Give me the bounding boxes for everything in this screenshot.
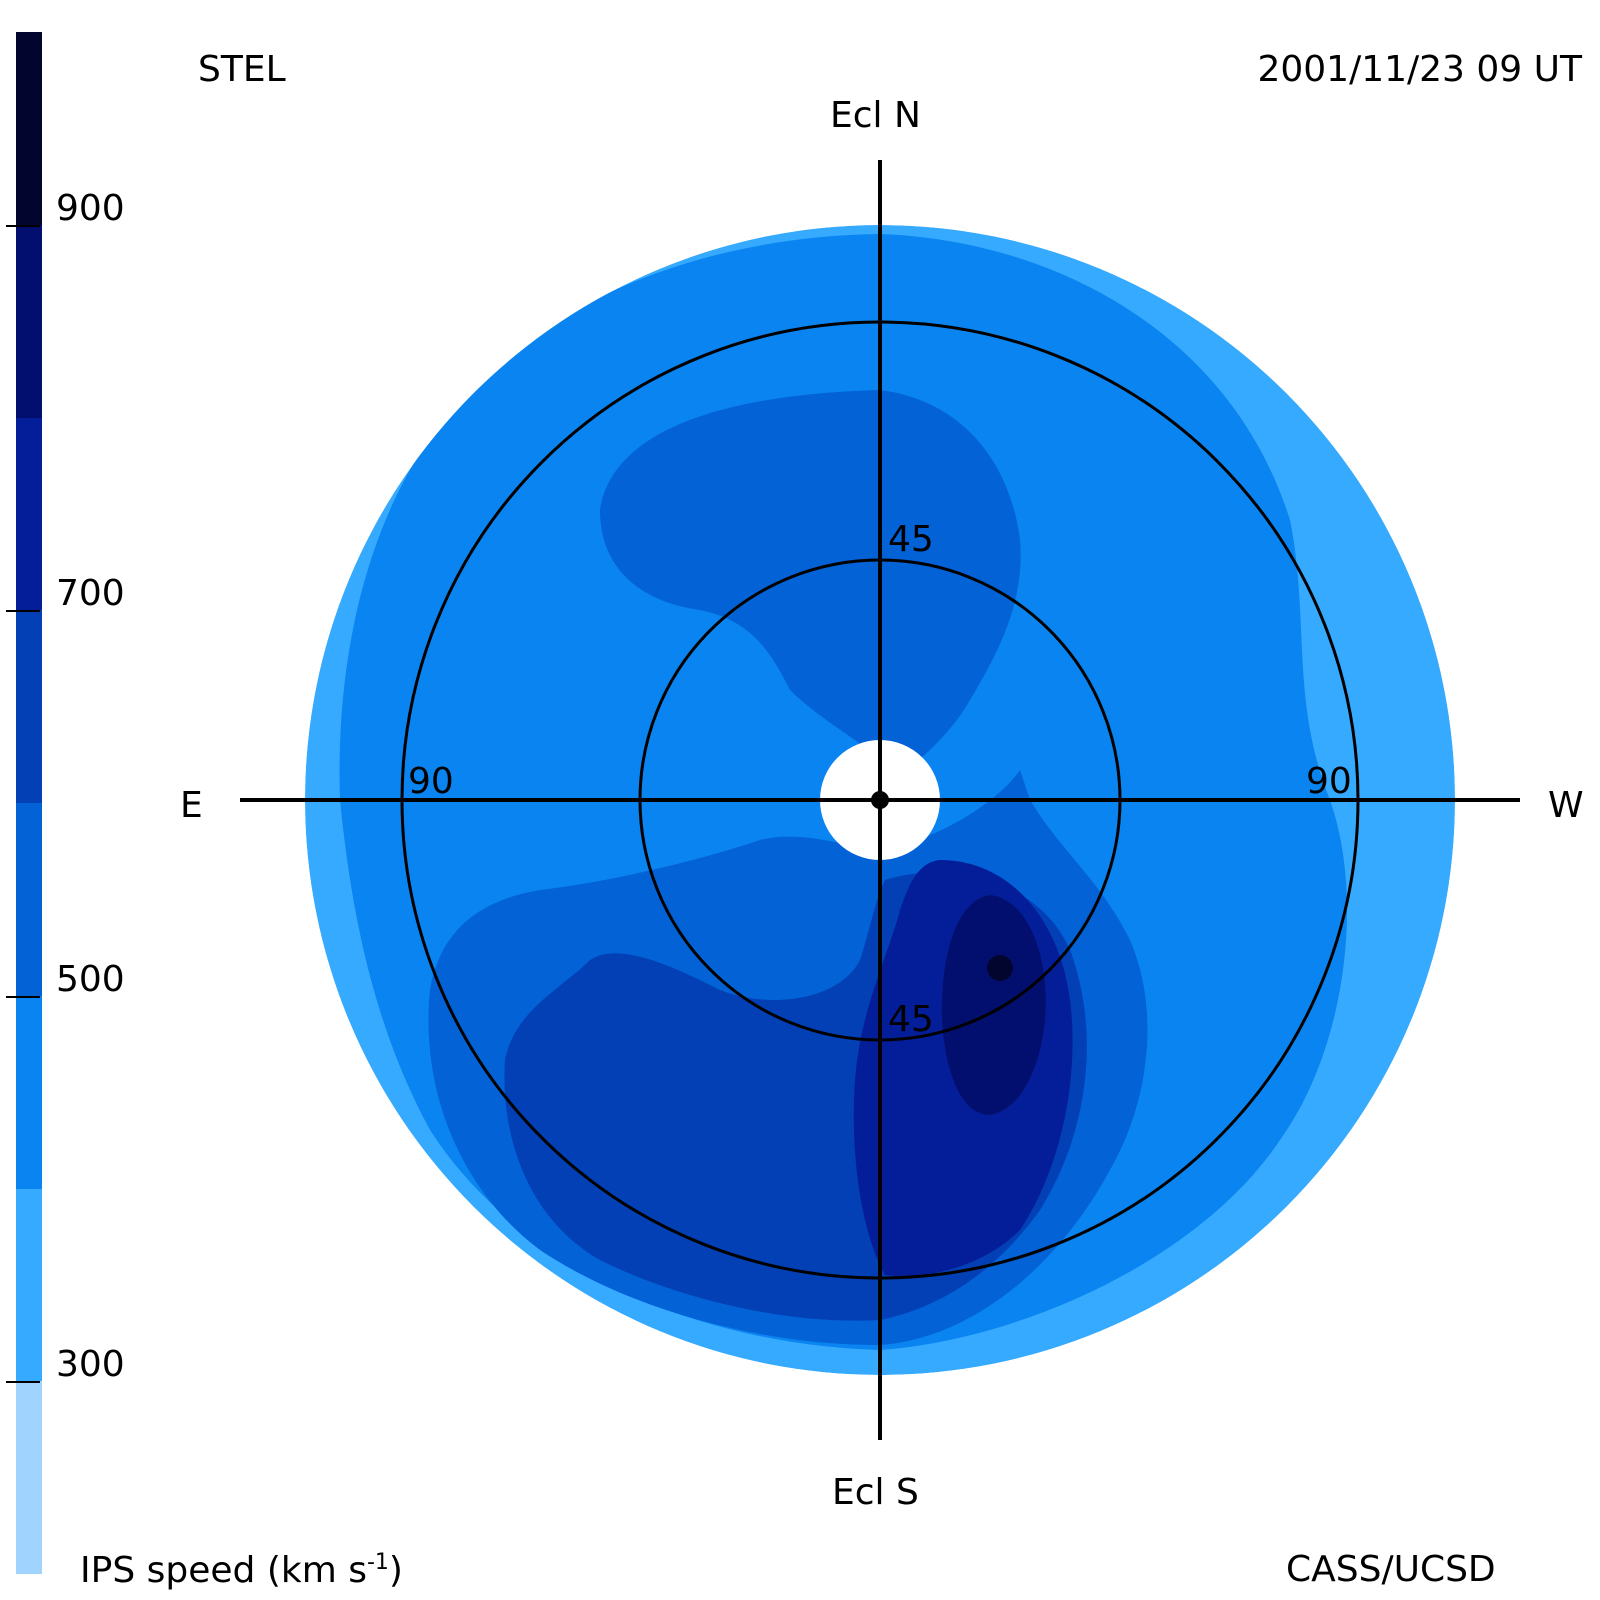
ring-90-right-label: 90 <box>1306 761 1352 802</box>
level-800-region <box>941 895 1046 1115</box>
colorbar-title: IPS speed (km s-1) <box>80 1552 403 1589</box>
colorbar-tick-mark-1 <box>6 995 40 998</box>
level-900-spot <box>987 955 1013 981</box>
compass-east-label: E <box>180 785 203 826</box>
station-label: STEL <box>198 49 286 90</box>
credit-label: CASS/UCSD <box>1286 1549 1496 1590</box>
ring-90-left-label: 90 <box>408 761 454 802</box>
colorbar-tick-label-1: 500 <box>56 958 125 1000</box>
colorbar-tick-mark-3 <box>6 224 40 227</box>
colorbar-title-superscript: -1 <box>366 1550 389 1575</box>
compass-south-label: Ecl S <box>832 1472 919 1513</box>
colorbar-tick-mark-2 <box>6 610 40 613</box>
colorbar-segment-7 <box>16 32 42 225</box>
colorbar-segment-2 <box>16 995 42 1189</box>
colorbar-segment-4 <box>16 610 42 803</box>
ring-45-bottom-label: 45 <box>888 999 934 1040</box>
speed-colorbar <box>16 32 42 1574</box>
colorbar-segment-6 <box>16 224 42 418</box>
colorbar-tick-label-3: 900 <box>56 187 125 229</box>
ring-45-top-label: 45 <box>888 519 934 560</box>
colorbar-title-end: ) <box>388 1550 403 1591</box>
timestamp-label: 2001/11/23 09 UT <box>1257 49 1582 90</box>
colorbar-segment-3 <box>16 803 42 996</box>
compass-north-label: Ecl N <box>830 95 921 136</box>
colorbar-title-main: IPS speed (km s <box>80 1550 367 1591</box>
velocity-field <box>305 225 1455 1375</box>
level-500-north-lobe <box>600 390 1021 775</box>
colorbar-tick-label-2: 700 <box>56 573 125 615</box>
colorbar-tick-label-0: 300 <box>56 1344 125 1386</box>
colorbar-segment-0 <box>16 1381 42 1574</box>
colorbar-tick-mark-0 <box>6 1381 40 1384</box>
sun-center-dot <box>871 791 889 809</box>
colorbar-segment-1 <box>16 1188 42 1382</box>
colorbar-segment-5 <box>16 417 42 611</box>
compass-west-label: W <box>1548 785 1584 826</box>
